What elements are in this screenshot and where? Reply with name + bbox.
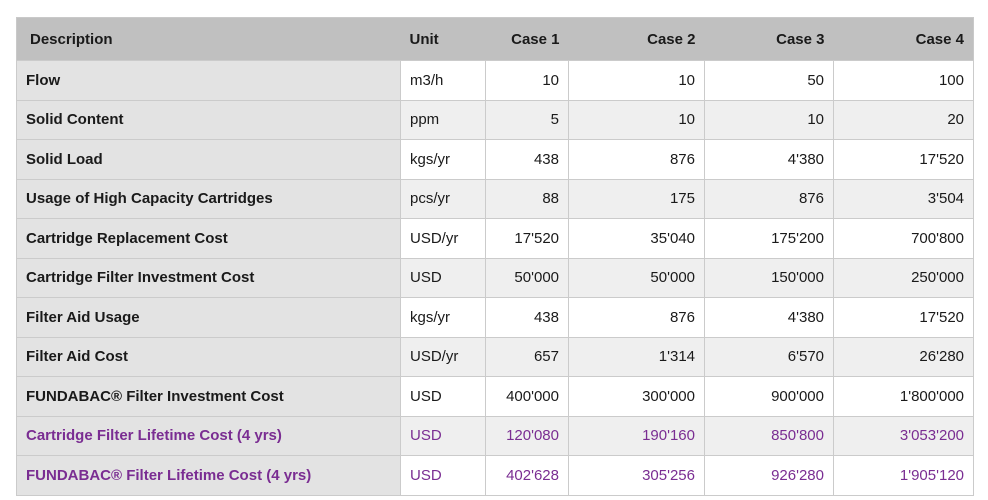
description-cell: Cartridge Replacement Cost (16, 218, 401, 259)
value-cell-case-2: 175 (568, 178, 705, 219)
value-cell-case-4: 100 (833, 60, 974, 101)
table-row: Solid Load kgs/yr 438 876 4'380 17'520 (16, 139, 974, 180)
table-body: Flow m3/h 10 10 50 100 Solid Content ppm 5 10 10 20… (16, 60, 974, 496)
table-row: Cartridge Filter Investment Cost USD 50'00… (16, 257, 974, 298)
value-cell-case-4: 20 (833, 99, 974, 140)
header-cell-case-2: Case 2 (568, 17, 705, 61)
value-cell-case-2: 190'160 (568, 415, 705, 456)
value-cell-case-1: 402'628 (485, 455, 569, 496)
value-cell-case-2: 876 (568, 139, 705, 180)
table-row: Cartridge Filter Lifetime Cost (4 yrs) US… (16, 415, 974, 456)
value-cell-case-4: 17'520 (833, 297, 974, 338)
value-cell-case-3: 50 (704, 60, 834, 101)
value-cell-case-4: 1'905'120 (833, 455, 974, 496)
description-cell: Solid Load (16, 139, 401, 180)
value-cell-case-1: 438 (485, 139, 569, 180)
value-cell-case-2: 10 (568, 99, 705, 140)
value-cell-case-3: 876 (704, 178, 834, 219)
description-cell: FUNDABAC® Filter Investment Cost (16, 376, 401, 417)
value-cell-case-1: 120'080 (485, 415, 569, 456)
header-row: Description Unit Case 1 Case 2 Case 3 Ca… (16, 17, 974, 61)
table-row: Flow m3/h 10 10 50 100 (16, 60, 974, 101)
description-cell: Usage of High Capacity Cartridges (16, 178, 401, 219)
header-cell-case-3: Case 3 (704, 17, 834, 61)
description-cell: Flow (16, 60, 401, 101)
description-cell: Filter Aid Usage (16, 297, 401, 338)
value-cell-case-1: 88 (485, 178, 569, 219)
header-cell-case-4: Case 4 (833, 17, 974, 61)
value-cell-case-4: 700'800 (833, 218, 974, 259)
value-cell-case-2: 876 (568, 297, 705, 338)
value-cell-case-1: 400'000 (485, 376, 569, 417)
value-cell-case-3: 926'280 (704, 455, 834, 496)
value-cell-case-1: 5 (485, 99, 569, 140)
description-cell: Filter Aid Cost (16, 336, 401, 377)
table-row: Usage of High Capacity Cartridges pcs/yr 8… (16, 178, 974, 219)
header-cell-case-1: Case 1 (485, 17, 569, 61)
value-cell-case-3: 150'000 (704, 257, 834, 298)
value-cell-case-4: 3'053'200 (833, 415, 974, 456)
value-cell-case-4: 3'504 (833, 178, 974, 219)
unit-cell: USD (400, 376, 486, 417)
value-cell-case-3: 175'200 (704, 218, 834, 259)
value-cell-case-1: 17'520 (485, 218, 569, 259)
table-row: FUNDABAC® Filter Lifetime Cost (4 yrs) US… (16, 455, 974, 496)
value-cell-case-3: 900'000 (704, 376, 834, 417)
value-cell-case-2: 50'000 (568, 257, 705, 298)
description-cell: Cartridge Filter Lifetime Cost (4 yrs) (16, 415, 401, 456)
value-cell-case-3: 6'570 (704, 336, 834, 377)
value-cell-case-1: 438 (485, 297, 569, 338)
value-cell-case-3: 850'800 (704, 415, 834, 456)
unit-cell: kgs/yr (400, 139, 486, 180)
value-cell-case-3: 4'380 (704, 297, 834, 338)
value-cell-case-3: 10 (704, 99, 834, 140)
header-cell-unit: Unit (400, 17, 486, 61)
header-cell-description: Description (16, 17, 401, 61)
unit-cell: USD/yr (400, 336, 486, 377)
value-cell-case-3: 4'380 (704, 139, 834, 180)
unit-cell: USD (400, 455, 486, 496)
value-cell-case-2: 35'040 (568, 218, 705, 259)
unit-cell: ppm (400, 99, 486, 140)
unit-cell: USD (400, 257, 486, 298)
unit-cell: USD (400, 415, 486, 456)
value-cell-case-2: 300'000 (568, 376, 705, 417)
value-cell-case-1: 657 (485, 336, 569, 377)
value-cell-case-4: 250'000 (833, 257, 974, 298)
value-cell-case-4: 26'280 (833, 336, 974, 377)
unit-cell: m3/h (400, 60, 486, 101)
table-row: Cartridge Replacement Cost USD/yr 17'520 35… (16, 218, 974, 259)
table-row: Filter Aid Usage kgs/yr 438 876 4'380 17'520 (16, 297, 974, 338)
table-row: Filter Aid Cost USD/yr 657 1'314 6'570 26'280 (16, 336, 974, 377)
value-cell-case-1: 50'000 (485, 257, 569, 298)
filter-cost-comparison-table: Description Unit Case 1 Case 2 Case 3 Ca… (16, 17, 974, 496)
table-row: FUNDABAC® Filter Investment Cost USD 400'0… (16, 376, 974, 417)
value-cell-case-4: 1'800'000 (833, 376, 974, 417)
description-cell: Cartridge Filter Investment Cost (16, 257, 401, 298)
value-cell-case-2: 1'314 (568, 336, 705, 377)
table-row: Solid Content ppm 5 10 10 20 (16, 99, 974, 140)
unit-cell: kgs/yr (400, 297, 486, 338)
value-cell-case-2: 305'256 (568, 455, 705, 496)
value-cell-case-1: 10 (485, 60, 569, 101)
unit-cell: USD/yr (400, 218, 486, 259)
unit-cell: pcs/yr (400, 178, 486, 219)
description-cell: FUNDABAC® Filter Lifetime Cost (4 yrs) (16, 455, 401, 496)
value-cell-case-4: 17'520 (833, 139, 974, 180)
value-cell-case-2: 10 (568, 60, 705, 101)
description-cell: Solid Content (16, 99, 401, 140)
table-header: Description Unit Case 1 Case 2 Case 3 Ca… (16, 17, 974, 61)
